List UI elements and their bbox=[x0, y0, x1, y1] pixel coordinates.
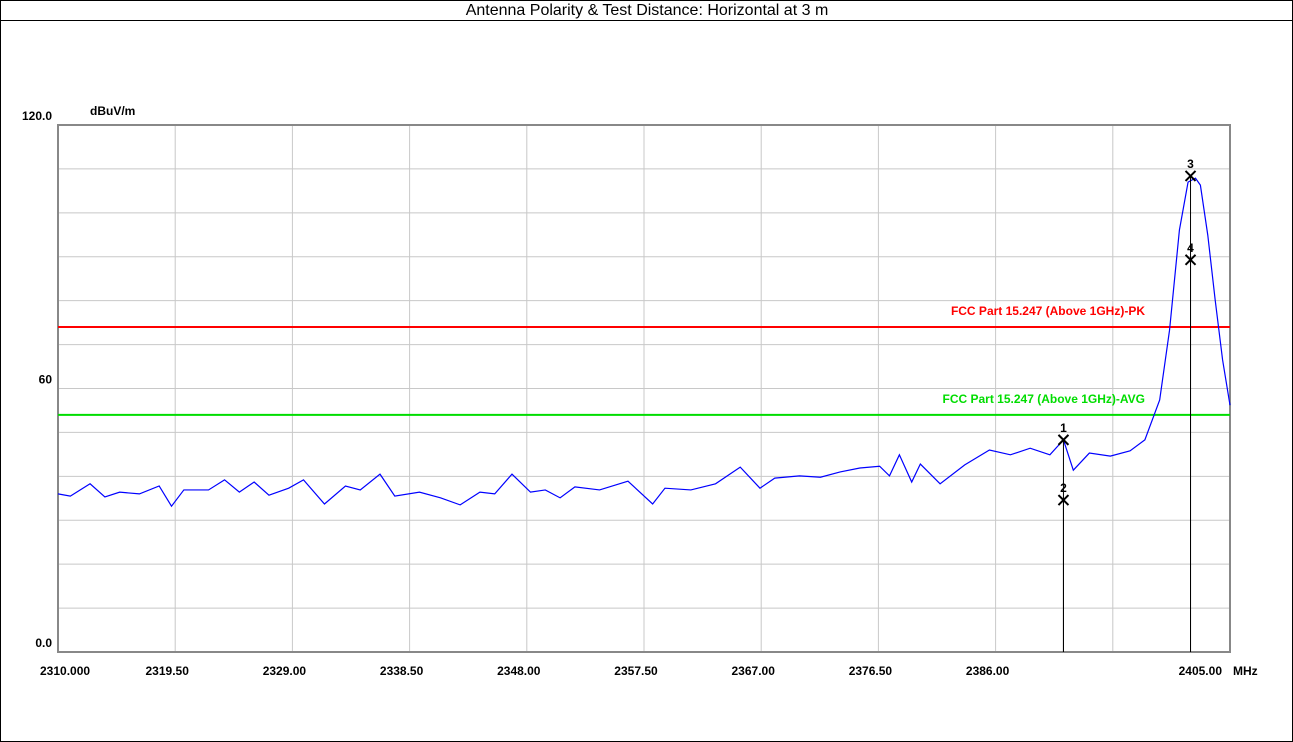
trace bbox=[57, 177, 1231, 508]
marker bbox=[1057, 494, 1070, 506]
x-tick-label: 2319.50 bbox=[146, 664, 190, 678]
x-tick-label: 2348.00 bbox=[497, 664, 541, 678]
y-tick-label: 60 bbox=[39, 373, 53, 387]
chart-title: Antenna Polarity & Test Distance: Horizo… bbox=[466, 2, 829, 19]
y-tick-label: 120.0 bbox=[22, 109, 52, 123]
x-tick-label: 2329.00 bbox=[263, 664, 307, 678]
y-tick-label: 0.0 bbox=[35, 636, 52, 650]
limit-label: FCC Part 15.247 (Above 1GHz)-AVG bbox=[943, 392, 1146, 406]
marker-label: 3 bbox=[1187, 157, 1194, 171]
plot-border bbox=[57, 124, 1231, 653]
marker bbox=[1184, 170, 1197, 182]
x-tick-label: 2376.50 bbox=[849, 664, 893, 678]
x-tick-label: 2310.000 bbox=[40, 664, 90, 678]
marker-label: 1 bbox=[1060, 421, 1067, 435]
x-unit-label: MHz bbox=[1233, 664, 1258, 678]
x-tick-label: 2357.50 bbox=[614, 664, 658, 678]
marker-label: 2 bbox=[1060, 481, 1067, 495]
marker bbox=[1057, 434, 1070, 446]
x-tick-label: 2405.00 bbox=[1179, 664, 1223, 678]
x-tick-label: 2338.50 bbox=[380, 664, 424, 678]
x-tick-label: 2386.00 bbox=[966, 664, 1010, 678]
x-tick-label: 2367.00 bbox=[732, 664, 776, 678]
marker bbox=[1184, 254, 1197, 266]
marker-label: 4 bbox=[1187, 241, 1194, 255]
limit-label: FCC Part 15.247 (Above 1GHz)-PK bbox=[951, 304, 1145, 318]
y-unit-label: dBuV/m bbox=[90, 104, 135, 118]
